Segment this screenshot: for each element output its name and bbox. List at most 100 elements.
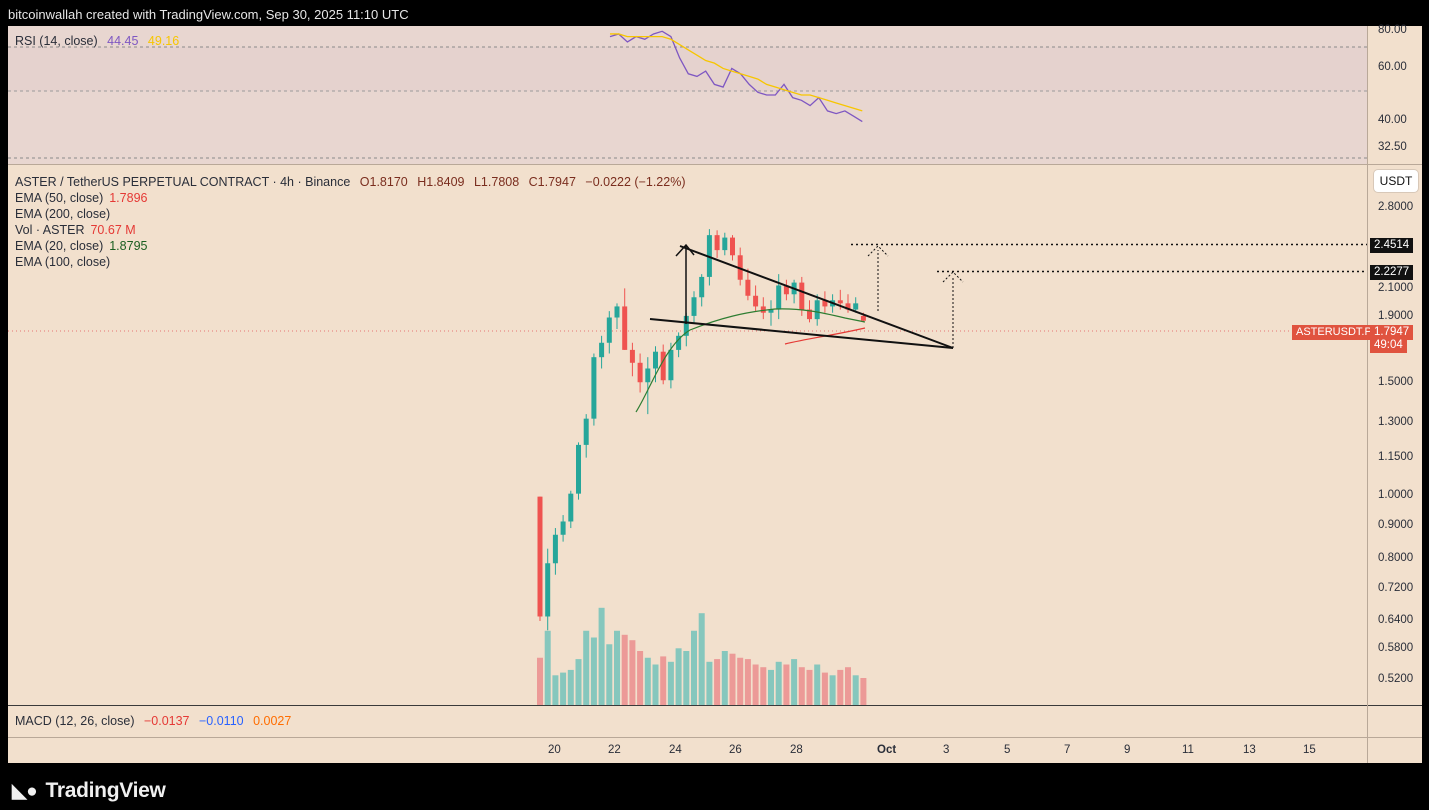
macd-value-3: 0.0027 [253, 714, 292, 728]
price-tick: 1.5000 [1378, 376, 1414, 388]
target-1-label: 2.4514 [1370, 238, 1414, 253]
candle-body [714, 235, 720, 251]
currency-button[interactable]: USDT [1374, 170, 1418, 192]
indicator-label: Vol · ASTER [15, 223, 85, 237]
last-price-label: 1.7947 [1370, 325, 1414, 340]
volume-bar [629, 640, 636, 705]
volume-bar [729, 653, 736, 705]
candle-body [691, 297, 697, 316]
indicator-label: EMA (20, close) [15, 239, 104, 253]
volume-bar [783, 664, 790, 705]
candle-body [860, 315, 866, 321]
brand-label: TradingView [45, 779, 166, 802]
candle-body [653, 351, 658, 369]
candles [537, 229, 866, 631]
indicator-label: EMA (100, close) [15, 255, 111, 269]
time-tick: 28 [790, 744, 803, 756]
chart-caption: bitcoinwallah created with TradingView.c… [8, 7, 409, 22]
rsi-line [609, 30, 863, 123]
rsi-tick: 60.00 [1378, 61, 1407, 73]
volume-bar [798, 667, 805, 705]
ema50-line [784, 327, 866, 345]
indicator-ema100: EMA (100, close) [15, 255, 110, 269]
ohlc-low: L1.7808 [473, 175, 520, 189]
rsi-ma-value: 49.16 [147, 34, 180, 48]
rsi-value: 44.45 [107, 34, 139, 48]
indicator-volume: Vol · ASTER 70.67 M [15, 223, 136, 237]
volume-bar [590, 637, 597, 705]
volume-bar [814, 664, 821, 705]
price-tick: 0.5200 [1378, 673, 1414, 685]
volume-bar [644, 657, 651, 705]
time-tick: 9 [1124, 744, 1131, 756]
volume-bar [760, 667, 767, 705]
rsi-label: RSI (14, close) [15, 34, 98, 48]
time-tick: 11 [1182, 744, 1194, 756]
indicator-ema50: EMA (50, close) 1.7896 [15, 191, 147, 205]
candle-body [845, 303, 851, 310]
candle-body [783, 285, 789, 295]
volume-bar [606, 644, 613, 705]
rsi-tick: 32.50 [1378, 141, 1407, 153]
candle-body [776, 285, 782, 310]
volume-bar [675, 648, 682, 705]
rsi-tick: 40.00 [1378, 114, 1407, 126]
time-tick: 5 [1004, 744, 1011, 756]
volume-bar [583, 630, 590, 705]
projection-1-arrow-icon [867, 245, 889, 257]
candle-body [730, 237, 735, 256]
target-2-label: 2.2277 [1370, 265, 1414, 280]
candle-body [583, 418, 589, 445]
candle-body [807, 309, 812, 320]
volume-bar [706, 661, 713, 705]
candle-body [545, 563, 551, 617]
candle-body [722, 237, 728, 251]
time-tick: 22 [608, 744, 621, 756]
main-legend: ASTER / TetherUS PERPETUAL CONTRACT · 4h… [15, 175, 685, 189]
volume-bar [752, 664, 759, 705]
volume-bar [660, 656, 667, 705]
price-tick: 2.8000 [1378, 201, 1414, 213]
rsi-ma-line [610, 33, 863, 112]
price-tick: 1.1500 [1378, 451, 1414, 463]
candle-body [745, 279, 751, 296]
candle-body [560, 521, 566, 535]
volume-bar [652, 664, 659, 705]
countdown-label: 49:04 [1370, 338, 1407, 353]
candle-body [568, 493, 574, 522]
candle-body [637, 362, 643, 383]
price-tick: 0.9000 [1378, 519, 1414, 531]
price-tick: 0.7200 [1378, 582, 1414, 594]
macd-label: MACD (12, 26, close) [15, 714, 135, 728]
tradingview-logo-icon: ◣● [12, 781, 38, 802]
footer: ◣● TradingView [0, 764, 1429, 810]
candle-body [645, 368, 651, 383]
indicator-value: 1.7896 [109, 191, 148, 205]
volume-bar [691, 630, 697, 705]
volume-bar [768, 669, 774, 705]
candle-body [606, 317, 612, 343]
price-tick: 1.3000 [1378, 416, 1414, 428]
candle-body [576, 444, 581, 494]
volume-bar [560, 672, 567, 705]
volume-bar [837, 669, 844, 705]
indicator-ema20: EMA (20, close) 1.8795 [15, 239, 147, 253]
volume-bar [552, 675, 559, 705]
candle-body [799, 282, 805, 310]
time-tick: 13 [1243, 744, 1256, 756]
volume-bar [791, 659, 798, 705]
macd-value-2: −0.0110 [199, 714, 244, 728]
time-tick: 26 [729, 744, 742, 756]
macd-value-1: −0.0137 [143, 714, 190, 728]
candle-body [814, 300, 820, 320]
candle-body [760, 306, 766, 313]
wedge-arrow-icon [675, 243, 695, 257]
indicator-ema200: EMA (200, close) [15, 207, 110, 221]
indicator-value: 1.8795 [109, 239, 148, 253]
symbol-title: ASTER / TetherUS PERPETUAL CONTRACT · 4h… [15, 175, 351, 189]
volume-bar [544, 630, 551, 705]
candle-body [683, 315, 689, 336]
ohlc-change: −0.0222 (−1.22%) [585, 175, 686, 189]
tradingview-logo[interactable]: ◣● TradingView [12, 779, 166, 803]
